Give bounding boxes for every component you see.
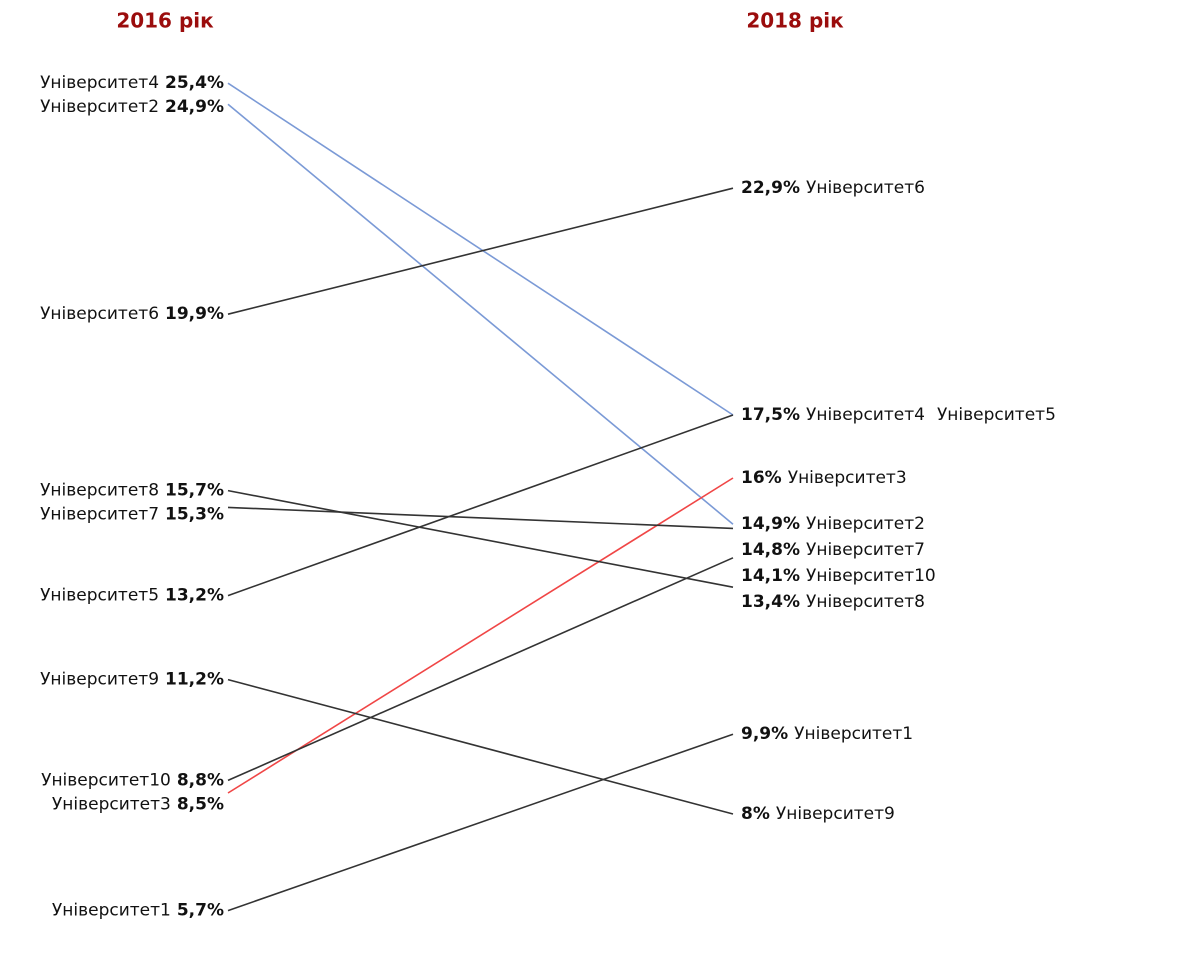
series-name: Університет6	[40, 304, 159, 324]
series-name: Університет4	[40, 73, 159, 93]
series-name: Університет2	[40, 97, 159, 117]
series-name: Університет8	[806, 592, 925, 612]
value-label: 14,9%	[741, 514, 800, 534]
left-label: Університет5 13,2%	[40, 586, 224, 606]
left-label: Університет8 15,7%	[40, 481, 224, 501]
series-name: Університет5	[937, 405, 1056, 425]
value-label: 15,7%	[165, 481, 224, 501]
value-label: 14,8%	[741, 540, 800, 560]
value-label: 9,9%	[741, 724, 788, 744]
slope-line	[227, 733, 734, 912]
value-label: 11,2%	[165, 670, 224, 690]
series-name: Університет5	[40, 586, 159, 606]
series-name: Університет4	[806, 405, 925, 425]
left-label: Університет2 24,9%	[40, 97, 224, 117]
value-label: 13,4%	[741, 592, 800, 612]
left-label: Університет4 25,4%	[40, 73, 224, 93]
value-label: 8,8%	[177, 770, 224, 790]
value-label: 17,5%	[741, 405, 800, 425]
series-name: Університет6	[806, 178, 925, 198]
left-label: Університет1 5,7%	[52, 901, 224, 921]
right-label: 9,9% Університет1	[741, 724, 913, 744]
left-label: Університет3 8,5%	[52, 794, 224, 814]
left-label: Університет9 11,2%	[40, 670, 224, 690]
right-label: 17,5% Університет4 Університет5	[741, 405, 1056, 425]
series-name: Університет10	[806, 566, 936, 586]
series-name: Університет3	[788, 468, 907, 488]
slope-line	[227, 187, 734, 315]
value-label: 8,5%	[177, 794, 224, 814]
right-label: 8% Університет9	[741, 804, 895, 824]
slope-line	[227, 477, 734, 794]
right-label: 13,4% Університет8	[741, 592, 925, 612]
series-name: Університет8	[40, 481, 159, 501]
slope-line	[227, 506, 734, 530]
series-name: Університет9	[776, 804, 895, 824]
value-label: 14,1%	[741, 566, 800, 586]
value-label: 22,9%	[741, 178, 800, 198]
series-name: Університет2	[806, 514, 925, 534]
right-label: 14,1% Університет10	[741, 566, 936, 586]
right-label: 14,9% Університет2	[741, 514, 925, 534]
value-label: 25,4%	[165, 73, 224, 93]
value-label: 15,3%	[165, 505, 224, 525]
right-label: 14,8% Університет7	[741, 540, 925, 560]
series-name: Університет9	[40, 670, 159, 690]
value-label: 8%	[741, 804, 770, 824]
value-label: 19,9%	[165, 304, 224, 324]
series-name: Університет7	[806, 540, 925, 560]
value-label: 5,7%	[177, 901, 224, 921]
series-name: Університет3	[52, 794, 171, 814]
slope-line	[227, 678, 734, 815]
series-name: Університет10	[41, 770, 171, 790]
slope-line	[227, 82, 734, 416]
slope-line	[227, 557, 734, 782]
right-label: 16% Університет3	[741, 468, 907, 488]
series-name: Університет1	[52, 901, 171, 921]
series-name: Університет7	[40, 505, 159, 525]
value-label: 13,2%	[165, 586, 224, 606]
column-header: 2016 рік	[116, 9, 214, 33]
slope-line	[227, 103, 734, 525]
value-label: 24,9%	[165, 97, 224, 117]
left-label: Університет6 19,9%	[40, 304, 224, 324]
slope-line	[227, 414, 734, 597]
slope-line	[227, 489, 734, 588]
column-header: 2018 рік	[746, 9, 844, 33]
series-name: Університет1	[794, 724, 913, 744]
value-label: 16%	[741, 468, 782, 488]
right-label: 22,9% Університет6	[741, 178, 925, 198]
left-label: Університет7 15,3%	[40, 505, 224, 525]
left-label: Університет10 8,8%	[41, 770, 224, 790]
